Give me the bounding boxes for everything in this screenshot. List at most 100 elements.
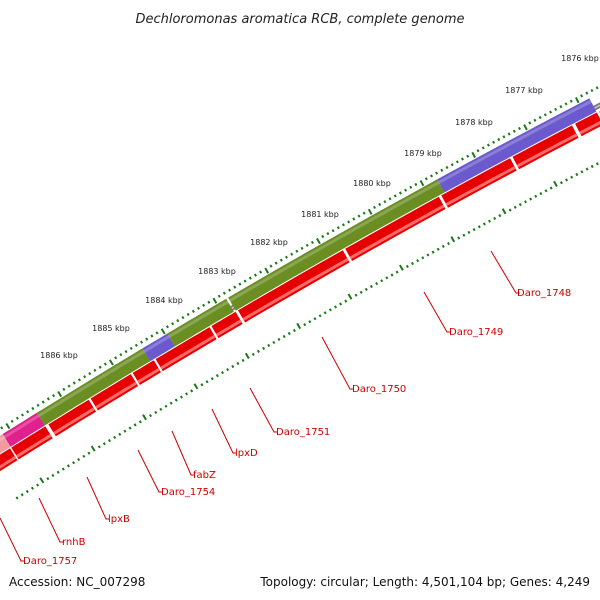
- inner-minor-tick: [10, 419, 14, 423]
- inner-minor-tick: [595, 86, 599, 90]
- gene-label-daro-1749[interactable]: Daro_1749: [449, 327, 503, 338]
- inner-minor-tick: [409, 185, 413, 189]
- inner-major-tick: [212, 297, 218, 304]
- outer-minor-tick: [375, 282, 379, 286]
- outer-minor-tick: [385, 276, 389, 280]
- inner-minor-tick: [476, 149, 480, 153]
- forward-cds-highlight: [445, 166, 516, 206]
- outer-minor-tick: [256, 349, 260, 354]
- outer-minor-tick: [364, 287, 368, 291]
- inner-minor-tick: [67, 384, 71, 388]
- inner-minor-tick: [336, 226, 340, 230]
- inner-minor-tick: [331, 229, 335, 233]
- leader-line: [321, 336, 353, 390]
- leader-line: [86, 476, 109, 520]
- inner-minor-tick: [52, 394, 56, 398]
- outer-minor-tick: [354, 293, 358, 297]
- reverse-misc-feature[interactable]: [0, 434, 11, 458]
- inner-minor-tick: [373, 205, 376, 209]
- gene-label-rnhb[interactable]: rnhB: [62, 537, 86, 548]
- outer-minor-tick: [128, 426, 132, 430]
- inner-minor-tick: [0, 426, 4, 430]
- inner-minor-tick: [357, 214, 361, 218]
- reverse-blue-feature[interactable]: [437, 98, 597, 193]
- inner-minor-tick: [512, 129, 516, 133]
- inner-major-tick: [5, 422, 11, 430]
- gene-label-lpxd[interactable]: lpxD: [235, 448, 258, 459]
- forward-cds-feature[interactable]: [238, 250, 350, 323]
- inner-minor-tick: [140, 340, 144, 344]
- gene-label-lpxb[interactable]: lpxB: [108, 514, 130, 525]
- reverse-cds-feature[interactable]: [167, 298, 234, 347]
- outer-minor-tick: [313, 317, 317, 321]
- gene-label-fabz[interactable]: fabZ: [193, 470, 216, 481]
- forward-cds-feature[interactable]: [575, 112, 600, 137]
- outer-minor-tick: [15, 496, 19, 500]
- forward-cds-feature[interactable]: [345, 196, 446, 261]
- reverse-cds-feature[interactable]: [102, 348, 151, 386]
- outer-minor-tick: [585, 167, 589, 171]
- forward-cds-highlight: [0, 456, 17, 469]
- outer-minor-tick: [436, 247, 440, 251]
- inner-minor-tick: [341, 223, 345, 227]
- inner-minor-tick: [274, 261, 278, 265]
- inner-minor-tick: [362, 211, 366, 215]
- outer-minor-tick: [498, 214, 502, 218]
- inner-minor-tick: [290, 252, 294, 256]
- outer-minor-tick: [185, 392, 189, 396]
- outer-minor-tick: [36, 483, 40, 487]
- gene-label-daro-1748[interactable]: Daro_1748: [517, 288, 571, 299]
- inner-minor-tick: [549, 110, 552, 114]
- inner-minor-tick: [445, 165, 449, 170]
- forward-cds-feature[interactable]: [512, 125, 579, 170]
- gene-label-daro-1751[interactable]: Daro_1751: [276, 427, 330, 438]
- inner-minor-tick: [103, 362, 107, 366]
- inner-minor-tick: [398, 191, 402, 195]
- outer-minor-tick: [411, 261, 414, 266]
- outer-minor-tick: [416, 259, 420, 263]
- outer-minor-tick: [215, 373, 219, 378]
- outer-minor-tick: [56, 470, 60, 474]
- outer-minor-tick: [344, 299, 348, 303]
- forward-cds-feature[interactable]: [211, 311, 243, 339]
- forward-cds-feature[interactable]: [90, 374, 139, 411]
- outer-minor-tick: [524, 200, 527, 204]
- reverse-blue-feature[interactable]: [142, 333, 175, 362]
- outer-minor-tick: [441, 244, 445, 248]
- reverse-feature-highlight: [0, 435, 6, 442]
- outer-minor-tick: [20, 493, 24, 497]
- leader-line: [38, 497, 63, 543]
- inner-minor-tick: [134, 343, 138, 347]
- gene-label-daro-1750[interactable]: Daro_1750: [352, 384, 406, 395]
- forward-cds-feature[interactable]: [132, 360, 161, 385]
- inner-minor-tick: [569, 99, 573, 103]
- kbp-tick-label: 1877 kbp: [505, 86, 543, 95]
- reverse-rna-feature[interactable]: [2, 412, 45, 447]
- forward-cds-feature[interactable]: [441, 158, 517, 208]
- outer-minor-tick: [575, 172, 579, 177]
- outer-minor-tick: [421, 256, 425, 260]
- forward-cds-feature[interactable]: [11, 426, 53, 460]
- inner-minor-tick: [98, 365, 102, 369]
- reverse-cds-feature[interactable]: [36, 372, 110, 426]
- outer-minor-tick: [123, 429, 127, 433]
- feature-tracks: [0, 98, 600, 472]
- gene-label-daro-1757[interactable]: Daro_1757: [23, 556, 77, 567]
- forward-cds-feature[interactable]: [155, 327, 217, 372]
- outer-minor-tick: [390, 273, 394, 277]
- reverse-cds-feature[interactable]: [228, 179, 445, 311]
- forward-cds-feature[interactable]: [48, 399, 96, 437]
- inner-minor-tick: [305, 243, 309, 247]
- reverse-feature-highlight: [229, 181, 440, 302]
- inner-minor-tick: [41, 400, 45, 404]
- inner-minor-tick: [559, 105, 563, 109]
- kbp-tick-label: 1878 kbp: [455, 118, 493, 127]
- inner-major-tick: [108, 359, 114, 366]
- outer-minor-tick: [431, 250, 435, 254]
- inner-minor-tick: [243, 279, 247, 283]
- outer-minor-tick: [488, 219, 491, 223]
- gene-label-daro-1754[interactable]: Daro_1754: [161, 487, 215, 498]
- outer-minor-tick: [72, 461, 76, 465]
- inner-minor-tick: [181, 315, 185, 320]
- outer-minor-tick: [102, 442, 106, 446]
